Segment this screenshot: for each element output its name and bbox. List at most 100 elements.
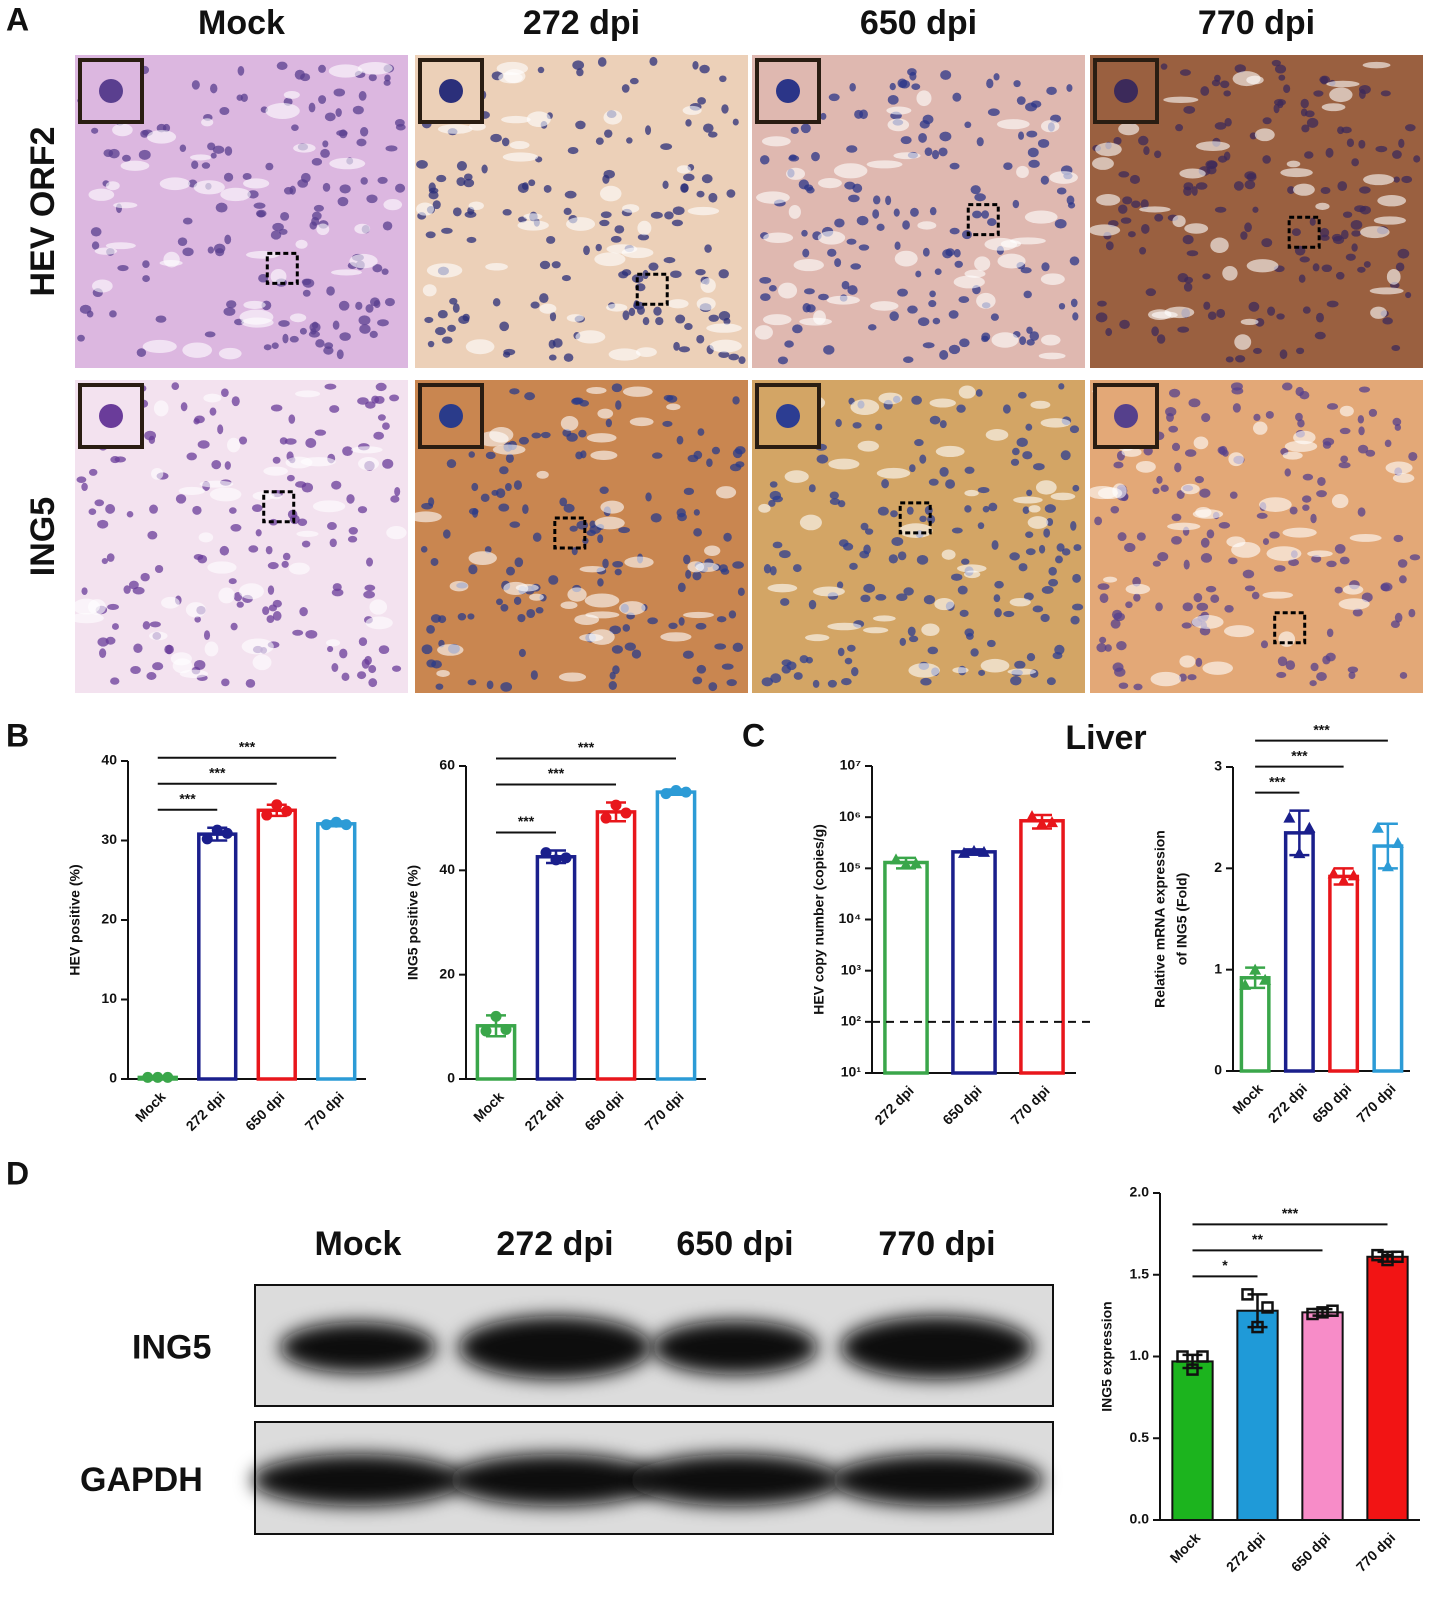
nucleus (1261, 238, 1273, 248)
data-point (958, 846, 970, 858)
nucleus (1113, 461, 1124, 469)
nucleus (684, 323, 693, 331)
nucleus (1020, 267, 1032, 274)
nucleus (1335, 271, 1345, 280)
sinusoid (622, 386, 653, 397)
nucleus (589, 520, 596, 529)
sinusoid (120, 160, 150, 171)
nucleus (1277, 656, 1288, 667)
nucleus (1097, 300, 1107, 307)
sinusoid (876, 467, 911, 479)
data-point (610, 799, 622, 811)
nucleus (811, 151, 820, 162)
nucleus (272, 611, 282, 621)
nucleus (1096, 642, 1107, 653)
nucleus (1010, 676, 1022, 686)
panel-label: A (6, 1, 29, 37)
nucleus (618, 271, 629, 279)
nucleus (959, 338, 970, 348)
y-tick-label: 30 (101, 831, 117, 847)
nucleus (602, 174, 610, 184)
nucleus (920, 677, 932, 686)
row-label: ING5 (24, 497, 62, 576)
sinusoid (934, 597, 955, 611)
band (652, 1320, 818, 1375)
nucleus (1322, 655, 1331, 665)
sinusoid (238, 583, 264, 600)
sinusoid (69, 612, 104, 624)
nucleus (991, 540, 999, 550)
nucleus (467, 679, 477, 686)
nucleus (1315, 312, 1324, 323)
nucleus (696, 664, 707, 674)
nucleus (1262, 538, 1270, 545)
nucleus (711, 446, 721, 455)
sinusoid (422, 284, 437, 297)
nucleus (911, 83, 921, 91)
nucleus (1321, 264, 1333, 273)
nucleus (977, 522, 985, 530)
nucleus (1279, 349, 1288, 360)
sinusoid (1266, 546, 1302, 561)
data-point (1391, 837, 1404, 848)
nucleus (372, 264, 383, 273)
data-point (261, 809, 273, 821)
nucleus (1069, 425, 1080, 434)
nucleus (729, 463, 742, 472)
sinusoid (285, 456, 313, 469)
y-tick-label: 0 (109, 1070, 117, 1086)
nucleus (1337, 126, 1345, 135)
significance-label: ** (1252, 1231, 1263, 1247)
band (279, 1322, 437, 1373)
sinusoid (594, 252, 626, 267)
nucleus (972, 210, 982, 219)
nucleus (1394, 612, 1403, 623)
nucleus (1160, 63, 1168, 70)
sinusoid (594, 516, 625, 530)
sinusoid (149, 631, 168, 641)
nucleus (982, 505, 990, 513)
nucleus (1392, 150, 1402, 159)
band (449, 1454, 661, 1506)
nucleus (618, 526, 630, 534)
nucleus (1341, 229, 1349, 240)
lane-label: 272 dpi (496, 1225, 613, 1263)
nucleus (1316, 490, 1327, 498)
nucleus (909, 464, 916, 473)
nucleus (1046, 517, 1054, 527)
row-label: HEV ORF2 (24, 126, 62, 296)
nucleus (939, 420, 947, 429)
nucleus (759, 276, 772, 284)
data-point (550, 854, 562, 866)
nucleus (915, 270, 922, 278)
nucleus (1023, 592, 1034, 601)
nucleus (864, 528, 874, 535)
y-tick-label: 10⁷ (840, 757, 862, 773)
sinusoid (586, 433, 617, 443)
y-axis-label: ING5 positive (%) (405, 865, 421, 980)
nucleus (221, 678, 230, 687)
nucleus (1118, 682, 1129, 689)
nucleus (1171, 513, 1182, 522)
sinusoid (952, 667, 969, 674)
nucleus (486, 680, 494, 690)
nucleus (642, 317, 650, 326)
nucleus (1043, 528, 1051, 538)
sinusoid (700, 278, 716, 293)
data-point (1046, 816, 1058, 828)
sinusoid (146, 130, 177, 144)
nucleus (1401, 175, 1413, 184)
nucleus (360, 177, 368, 185)
nucleus (954, 260, 963, 268)
nucleus (496, 488, 506, 499)
sinusoid (1278, 631, 1296, 647)
sinusoid (142, 339, 177, 354)
nucleus (441, 227, 453, 234)
nucleus (498, 503, 510, 512)
nucleus (1341, 126, 1352, 134)
nucleus (769, 481, 778, 488)
nucleus (885, 195, 892, 206)
sinusoid (316, 223, 330, 236)
sinusoid (349, 253, 378, 269)
nucleus (1295, 386, 1304, 397)
